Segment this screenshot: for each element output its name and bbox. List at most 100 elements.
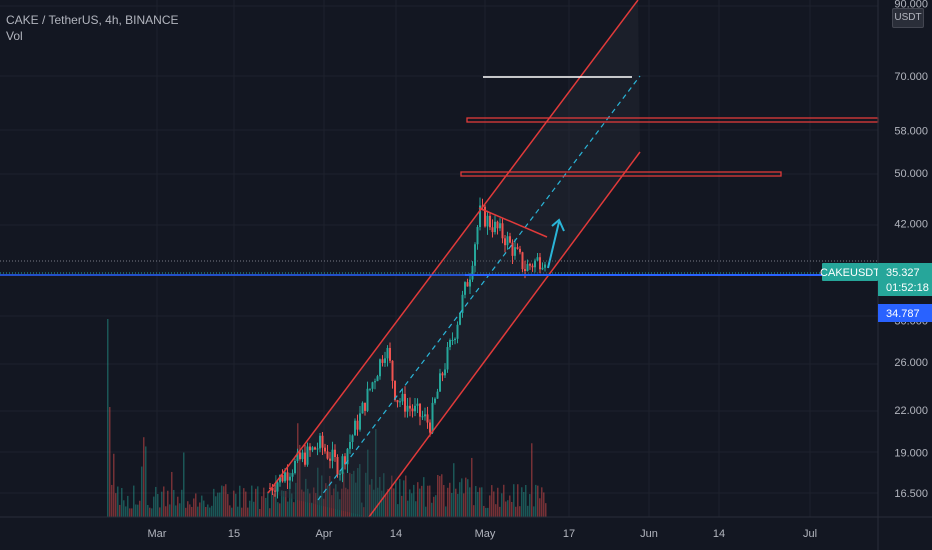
volume-bar: [377, 487, 379, 517]
volume-bar: [283, 490, 285, 517]
candle-body: [329, 458, 331, 461]
volume-bar: [239, 485, 241, 517]
volume-bar: [449, 482, 451, 517]
volume-bar: [211, 505, 213, 517]
candle-body: [489, 215, 491, 228]
wedge-upper-line[interactable]: [478, 207, 548, 238]
volume-bar: [361, 502, 363, 517]
volume-bar: [155, 486, 157, 517]
volume-bar: [351, 474, 353, 517]
price-tick-label: 42.000: [894, 218, 928, 230]
candle-body: [469, 279, 471, 287]
volume-bar: [401, 495, 403, 517]
volume-bar: [161, 491, 163, 517]
volume-bar: [213, 488, 215, 517]
volume-bar: [355, 482, 357, 517]
volume-bar: [273, 493, 275, 517]
price-tick-label: 70.000: [894, 71, 928, 83]
volume-bar: [317, 467, 319, 517]
volume-bar: [391, 475, 393, 517]
time-tick-label: Jul: [803, 528, 817, 540]
volume-bar: [541, 487, 543, 517]
candle-body: [381, 359, 384, 363]
price-axis[interactable]: 90.00070.00058.00050.00042.00030.00026.0…: [894, 0, 928, 500]
candle-body: [316, 448, 319, 450]
volume-bar: [527, 505, 529, 517]
red-level-box-lower[interactable]: [460, 171, 782, 177]
volume-bar: [243, 488, 245, 517]
candle-body: [544, 264, 546, 268]
volume-bar: [291, 493, 293, 517]
candle-body: [396, 400, 399, 403]
volume-bar: [387, 488, 389, 517]
volume-bar: [333, 488, 335, 517]
volume-bar: [301, 489, 303, 517]
volume-bar: [279, 503, 281, 517]
time-axis[interactable]: Mar 15 Apr 14 May 17 Jun 14 Jul: [148, 528, 818, 540]
volume-bar: [293, 502, 295, 517]
volume-bar: [539, 498, 541, 517]
candle-body: [419, 403, 421, 417]
currency-badge[interactable]: USDT: [892, 8, 924, 28]
volume-bar: [535, 484, 537, 517]
volume-bar: [259, 508, 261, 517]
candle-body: [409, 405, 411, 409]
volume-indicator-label[interactable]: Vol: [6, 29, 23, 43]
volume-bar: [463, 493, 465, 517]
volume-bar: [483, 505, 485, 517]
channel-upper-line[interactable]: [267, 0, 639, 494]
volume-bar: [429, 485, 431, 517]
grid-lines: [0, 0, 878, 517]
volume-bar: [431, 502, 433, 517]
candle-body: [471, 265, 474, 280]
candle-body: [369, 388, 371, 390]
channel-mid-dashed-line[interactable]: [317, 75, 641, 501]
candle-body: [314, 447, 316, 450]
volume-bar: [157, 494, 159, 517]
volume-bar: [335, 484, 337, 517]
volume-bar: [455, 488, 457, 517]
volume-bar: [173, 489, 175, 517]
candle-body: [484, 206, 486, 227]
volume-bar: [197, 506, 199, 517]
volume-bar: [353, 470, 355, 517]
candle-body: [449, 340, 451, 348]
candle-body: [301, 452, 304, 460]
price-tick-label: 16.500: [894, 488, 928, 500]
volume-bar: [525, 484, 527, 517]
volume-bar: [165, 506, 167, 517]
candle-body: [536, 257, 539, 261]
volume-bar: [509, 495, 511, 517]
volume-bar: [427, 485, 429, 517]
volume-bar: [313, 487, 315, 517]
candle-body: [291, 473, 294, 477]
price-tick-label: 22.000: [894, 405, 928, 417]
volume-bar: [327, 485, 329, 517]
symbol-title[interactable]: CAKE / TetherUS, 4h, BINANCE: [6, 13, 179, 27]
volume-bar: [215, 496, 217, 517]
volume-bar: [419, 488, 421, 517]
candle-body: [304, 452, 306, 465]
channel-lower-line[interactable]: [368, 151, 641, 518]
volume-bar: [499, 506, 501, 517]
volume-bar: [515, 506, 517, 517]
volume-bar: [513, 484, 515, 517]
arrow-up-annotation[interactable]: [547, 218, 565, 269]
volume-bar: [125, 506, 127, 517]
volume-bar: [359, 464, 361, 517]
candle-body: [401, 393, 404, 402]
volume-bar: [481, 487, 483, 517]
volume-bar: [237, 506, 239, 517]
volume-bar: [281, 490, 283, 517]
volume-bar: [285, 490, 287, 517]
candle-body: [446, 347, 449, 370]
volume-bar: [331, 495, 333, 517]
volume-bar: [491, 485, 493, 517]
volume-bar: [255, 488, 257, 517]
volume-bar: [253, 501, 255, 517]
candle-body: [501, 223, 504, 239]
volume-bar: [457, 493, 459, 517]
volume-bar: [399, 478, 401, 517]
red-level-box-upper[interactable]: [466, 117, 879, 123]
